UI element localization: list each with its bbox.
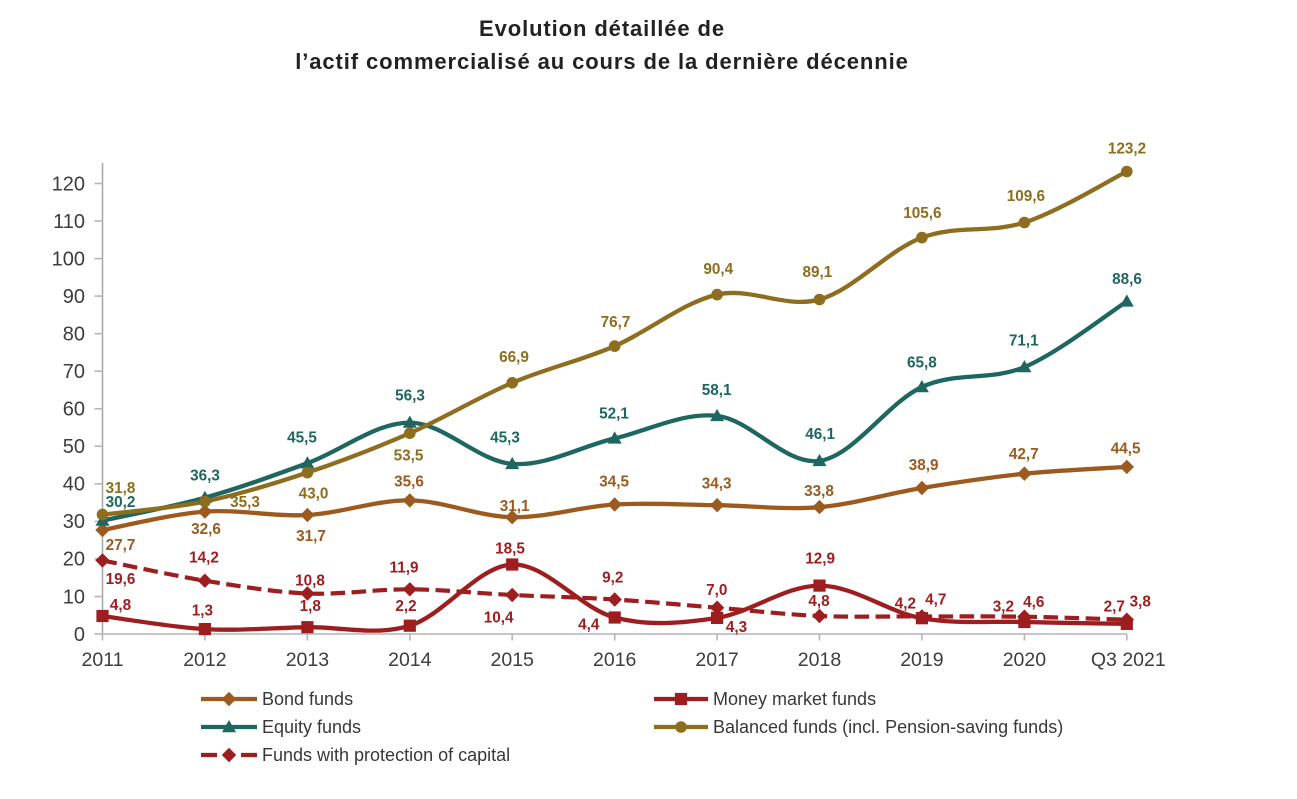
svg-text:1,8: 1,8 [300,598,322,615]
svg-text:36,3: 36,3 [190,467,220,484]
svg-text:27,7: 27,7 [106,537,136,554]
svg-text:4,8: 4,8 [808,593,830,610]
svg-text:34,3: 34,3 [702,476,732,493]
svg-text:66,9: 66,9 [499,349,529,366]
svg-text:33,8: 33,8 [804,483,834,500]
svg-text:109,6: 109,6 [1007,188,1045,205]
svg-text:44,5: 44,5 [1111,440,1141,457]
svg-text:35,6: 35,6 [394,473,424,490]
svg-text:Equity funds: Equity funds [262,717,361,737]
svg-text:110: 110 [53,211,85,233]
svg-text:19,6: 19,6 [106,571,136,588]
svg-text:Bond funds: Bond funds [262,689,353,709]
svg-text:43,0: 43,0 [299,485,329,502]
svg-text:71,1: 71,1 [1009,333,1039,350]
svg-text:2013: 2013 [286,649,329,671]
svg-text:120: 120 [52,173,85,195]
svg-text:90: 90 [63,286,85,308]
svg-text:31,8: 31,8 [106,480,136,497]
svg-text:14,2: 14,2 [189,549,219,566]
svg-text:65,8: 65,8 [907,355,937,372]
svg-text:4,8: 4,8 [110,597,132,614]
svg-text:10,8: 10,8 [295,573,325,590]
svg-text:7,0: 7,0 [706,582,727,599]
svg-text:46,1: 46,1 [805,426,835,443]
svg-text:9,2: 9,2 [602,570,623,587]
svg-text:Money market funds: Money market funds [713,689,876,709]
svg-text:76,7: 76,7 [601,314,631,331]
svg-text:40: 40 [63,474,85,496]
svg-text:1,3: 1,3 [192,602,213,619]
svg-text:45,3: 45,3 [490,429,520,446]
svg-text:Funds with protection of capit: Funds with protection of capital [262,745,510,765]
svg-text:123,2: 123,2 [1108,140,1146,157]
svg-text:58,1: 58,1 [702,382,732,399]
svg-text:10: 10 [63,586,85,608]
svg-text:105,6: 105,6 [903,205,941,222]
svg-text:2,7: 2,7 [1104,598,1125,615]
svg-text:2020: 2020 [1003,649,1047,671]
svg-text:34,5: 34,5 [599,473,629,490]
svg-text:2015: 2015 [491,649,535,671]
svg-text:3,8: 3,8 [1130,593,1152,610]
svg-text:2,2: 2,2 [395,598,416,615]
svg-text:70: 70 [63,361,85,383]
svg-text:2019: 2019 [900,649,943,671]
svg-text:45,5: 45,5 [287,429,317,446]
svg-text:89,1: 89,1 [803,264,833,281]
svg-text:12,9: 12,9 [805,551,835,568]
svg-text:90,4: 90,4 [703,261,733,278]
svg-text:4,7: 4,7 [925,591,946,608]
svg-text:42,7: 42,7 [1009,446,1039,463]
svg-text:53,5: 53,5 [394,447,424,464]
svg-text:11,9: 11,9 [390,559,419,576]
svg-text:Q3 2021: Q3 2021 [1091,649,1166,671]
svg-text:18,5: 18,5 [495,540,525,557]
svg-text:2011: 2011 [82,649,124,671]
svg-text:2018: 2018 [798,649,841,671]
svg-text:52,1: 52,1 [599,405,629,422]
svg-text:88,6: 88,6 [1112,271,1142,288]
svg-text:30: 30 [63,511,85,533]
svg-text:32,6: 32,6 [191,521,221,538]
svg-text:4,4: 4,4 [578,617,600,634]
svg-text:4,3: 4,3 [726,619,747,636]
svg-text:50: 50 [63,436,85,458]
svg-text:56,3: 56,3 [395,387,425,404]
svg-text:38,9: 38,9 [909,457,939,474]
svg-text:3,2: 3,2 [993,598,1014,615]
svg-text:60: 60 [63,399,85,421]
svg-text:4,2: 4,2 [895,596,916,613]
svg-text:20: 20 [63,549,85,571]
svg-text:Balanced funds (incl. Pension-: Balanced funds (incl. Pension-saving fun… [713,717,1063,737]
svg-text:100: 100 [52,248,85,270]
svg-text:2017: 2017 [695,649,738,671]
svg-text:35,3: 35,3 [230,494,260,511]
svg-text:2016: 2016 [593,649,636,671]
svg-text:0: 0 [74,624,85,646]
svg-text:31,7: 31,7 [296,528,326,545]
svg-text:30,2: 30,2 [106,494,136,511]
svg-text:2012: 2012 [183,649,226,671]
svg-text:80: 80 [63,324,85,346]
svg-text:10,4: 10,4 [484,610,514,627]
svg-text:4,6: 4,6 [1023,594,1044,611]
svg-text:2014: 2014 [388,649,432,671]
svg-text:31,1: 31,1 [500,498,530,515]
